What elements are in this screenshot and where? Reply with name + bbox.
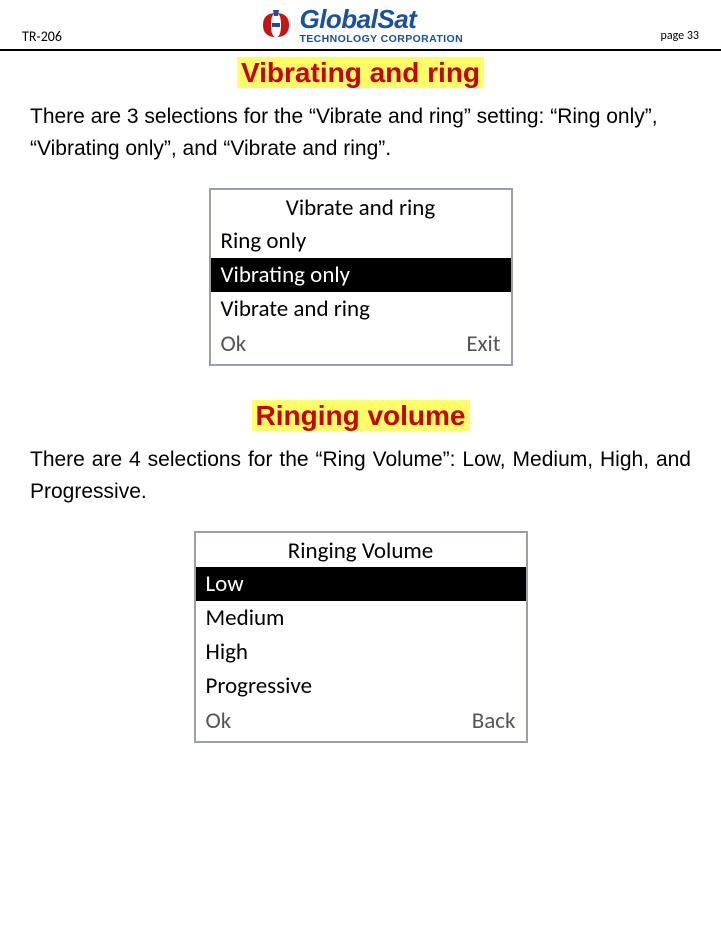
logo: GlobalSat TECHNOLOGY CORPORATION	[259, 6, 463, 45]
screen1-softkeys: Ok Exit	[211, 326, 511, 364]
section1-paragraph: There are 3 selections for the “Vibrate …	[30, 101, 691, 166]
section2-heading: Ringing volume	[30, 400, 691, 432]
doc-id: TR-206	[22, 28, 62, 45]
softkey-back[interactable]: Back	[472, 707, 516, 735]
screen1-option[interactable]: Vibrate and ring	[211, 292, 511, 326]
screen2-softkeys: Ok Back	[196, 703, 526, 741]
screen1-option[interactable]: Vibrating only	[211, 258, 511, 292]
screen-ringing-volume: Ringing Volume Low Medium High Progressi…	[194, 531, 528, 743]
section2-paragraph: There are 4 selections for the “Ring Vol…	[30, 444, 691, 509]
section2-heading-text: Ringing volume	[252, 400, 470, 431]
logo-text: GlobalSat TECHNOLOGY CORPORATION	[299, 6, 463, 45]
screen-vibrate-ring: Vibrate and ring Ring only Vibrating onl…	[209, 188, 513, 366]
screen1-option[interactable]: Ring only	[211, 224, 511, 258]
screen1-title: Vibrate and ring	[211, 190, 511, 224]
screen2-option[interactable]: Low	[196, 567, 526, 601]
screen2-option[interactable]: Progressive	[196, 669, 526, 703]
softkey-exit[interactable]: Exit	[466, 330, 500, 358]
page-header: TR-206 GlobalSat TECHNOLOGY CORPORATION …	[0, 0, 721, 51]
logo-subtitle: TECHNOLOGY CORPORATION	[299, 34, 463, 45]
section1-heading-text: Vibrating and ring	[237, 57, 484, 88]
page-content: Vibrating and ring There are 3 selection…	[0, 57, 721, 743]
screen2-option[interactable]: High	[196, 635, 526, 669]
softkey-ok[interactable]: Ok	[206, 707, 232, 735]
logo-mark-icon	[259, 10, 293, 40]
page-number: page 33	[661, 29, 699, 45]
screen2-option[interactable]: Medium	[196, 601, 526, 635]
page: TR-206 GlobalSat TECHNOLOGY CORPORATION …	[0, 0, 721, 743]
screen2-title: Ringing Volume	[196, 533, 526, 567]
logo-brand: GlobalSat	[299, 6, 463, 32]
softkey-ok[interactable]: Ok	[221, 330, 247, 358]
section1-heading: Vibrating and ring	[30, 57, 691, 89]
